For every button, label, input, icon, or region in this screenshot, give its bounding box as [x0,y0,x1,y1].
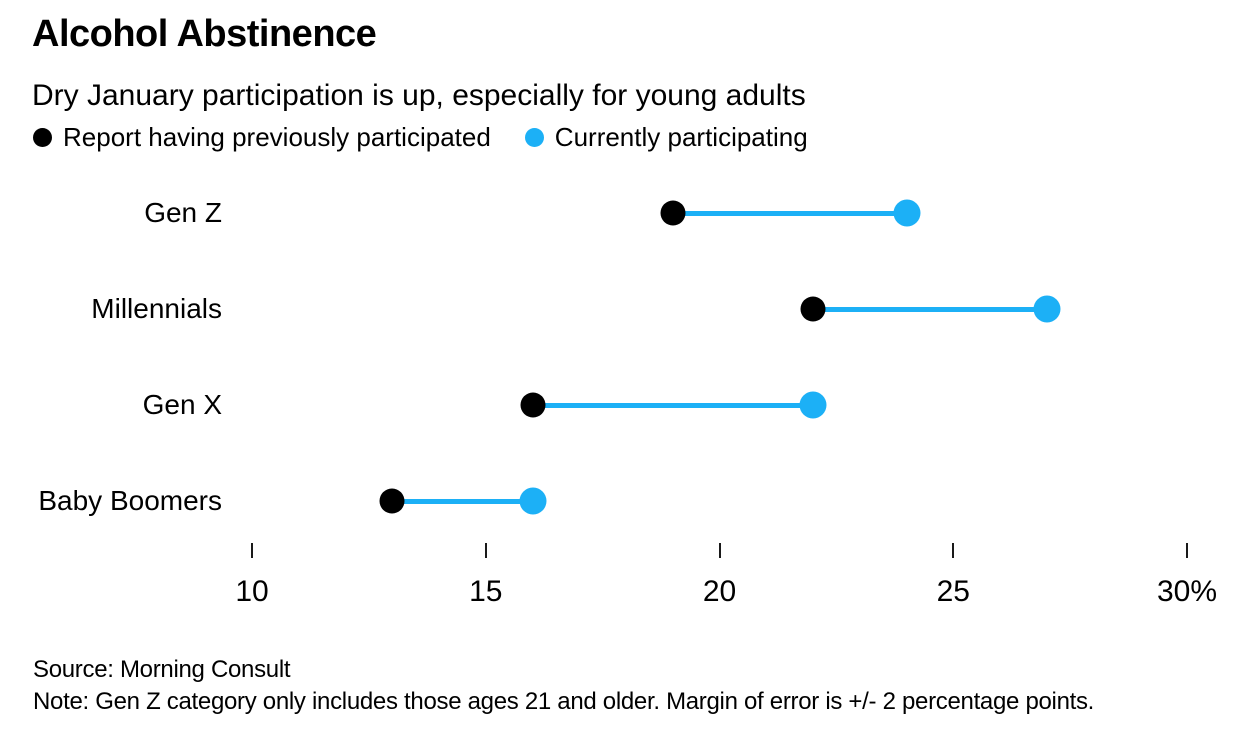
axis-tick-mark [1186,543,1188,558]
legend: Report having previously participated Cu… [33,122,808,152]
legend-item-previously-participated: Report having previously participated [33,122,491,152]
axis-tick-label: 30% [1156,575,1218,608]
axis-tick-mark [251,543,253,558]
category-label: Baby Boomers [38,485,222,516]
axis-tick-label: 10 [235,575,269,608]
row-track [252,165,1187,261]
chart-row-gen-z: Gen Z [0,165,1238,261]
axis-tick-mark [718,543,721,558]
footnote: Note: Gen Z category only includes those… [33,688,1095,715]
black-dot-icon [33,127,52,147]
previously-participated-dot [800,296,826,322]
chart-subtitle: Dry January participation is up, especia… [32,79,806,112]
connector-line [392,498,533,504]
category-label: Gen X [142,389,222,420]
connector-line [672,210,907,216]
row-track [252,357,1187,453]
axis-tick-mark [952,543,955,558]
currently-participating-dot [799,391,827,419]
axis-tick-label: 20 [702,575,737,608]
legend-label-previously-participated: Report having previously participated [63,122,491,152]
row-track [252,261,1187,357]
connector-line [813,306,1047,312]
chart-row-gen-x: Gen X [0,357,1238,453]
previously-participated-dot [520,392,545,418]
chart-row-baby-boomers: Baby Boomers [0,453,1238,549]
legend-label-currently-participating: Currently participating [554,122,808,152]
x-axis: 10 15 20 25 30% [235,543,1217,613]
category-label: Millennials [91,293,222,324]
category-label: Gen Z [144,197,222,228]
connector-line [532,402,813,408]
axis-tick-mark [484,543,487,558]
plot-rows: Gen Z Millennials Gen X Baby Boomers [0,165,1238,549]
chart-title: Alcohol Abstinence [32,13,377,55]
legend-item-currently-participating: Currently participating [524,122,808,152]
axis-tick-label: 15 [469,575,503,608]
blue-dot-icon [524,127,544,147]
chart-footer: Source: Morning Consult Note: Gen Z cate… [33,654,1094,718]
axis-tick-label: 25 [936,575,970,608]
row-track [252,453,1187,549]
chart-row-millennials: Millennials [0,261,1238,357]
previously-participated-dot [660,200,686,226]
previously-participated-dot [379,488,405,514]
currently-participating-dot [893,199,920,227]
currently-participating-dot [1033,295,1061,323]
source-note: Source: Morning Consult [33,656,291,683]
currently-participating-dot [519,487,546,515]
